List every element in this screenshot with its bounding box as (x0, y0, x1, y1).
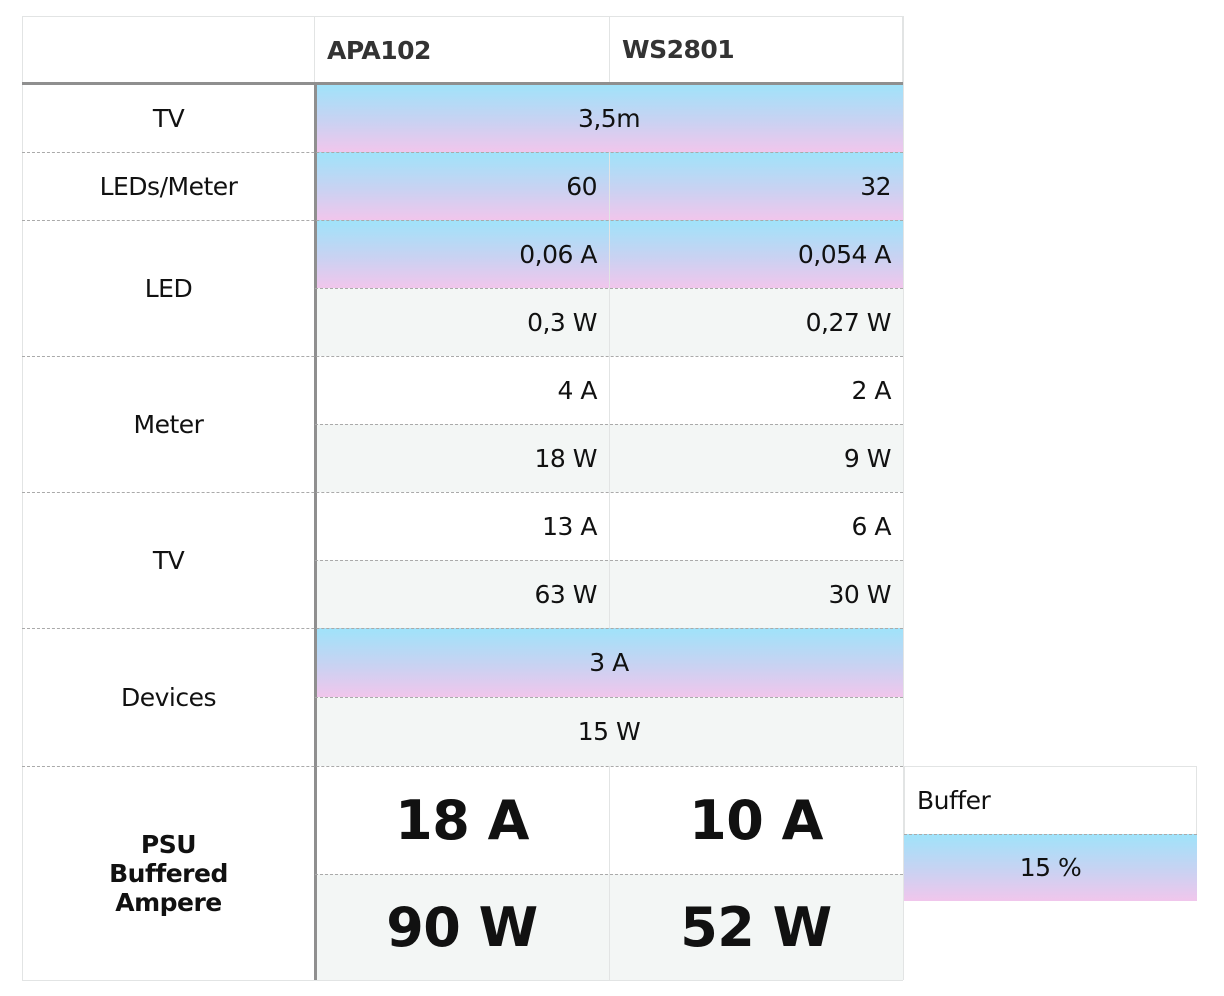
cell-ws2801-leds-per-meter[interactable]: 32 (609, 152, 903, 220)
header-corner (22, 16, 315, 83)
cell-ws2801-psu-w[interactable]: 52 W (609, 874, 903, 980)
row-divider (22, 356, 903, 357)
row-divider (22, 220, 903, 221)
cell-ws2801-tv-w[interactable]: 30 W (609, 560, 903, 628)
cell-apa102-psu-a[interactable]: 18 A (315, 766, 609, 874)
cell-ws2801-tv-a[interactable]: 6 A (609, 492, 903, 560)
row-divider (315, 424, 903, 425)
cell-ws2801-led-a[interactable]: 0,054 A (609, 220, 903, 288)
cell-apa102-tv-w[interactable]: 63 W (315, 560, 609, 628)
cell-apa102-psu-w[interactable]: 90 W (315, 874, 609, 980)
cell-devices-w[interactable]: 15 W (315, 697, 903, 766)
cell-apa102-led-a[interactable]: 0,06 A (315, 220, 609, 288)
label-divider (314, 82, 317, 980)
row-label-psu: PSU Buffered Ampere (109, 829, 228, 917)
row-divider (22, 628, 903, 629)
border-right (903, 16, 904, 980)
row-divider (22, 766, 903, 767)
cell-tv-length[interactable]: 3,5m (315, 84, 903, 152)
cell-ws2801-led-w[interactable]: 0,27 W (609, 288, 903, 356)
cell-ws2801-meter-w[interactable]: 9 W (609, 424, 903, 492)
header-ws2801[interactable]: WS2801 (609, 16, 903, 83)
column-divider (609, 152, 610, 628)
cell-ws2801-meter-a[interactable]: 2 A (609, 356, 903, 424)
row-divider (315, 560, 903, 561)
header-apa102[interactable]: APA102 (315, 16, 609, 83)
cell-apa102-meter-w[interactable]: 18 W (315, 424, 609, 492)
row-label-led: LED (144, 273, 193, 303)
header-divider (22, 82, 903, 85)
row-divider (315, 874, 903, 875)
row-divider (315, 288, 903, 289)
cell-apa102-led-w[interactable]: 0,3 W (315, 288, 609, 356)
row-label-tv: TV (152, 545, 185, 575)
row-divider (22, 492, 903, 493)
border-bottom (22, 980, 903, 981)
buffer-label: Buffer (904, 766, 1197, 834)
row-divider (904, 834, 1197, 835)
cell-ws2801-psu-a[interactable]: 10 A (609, 766, 903, 874)
cell-apa102-leds-per-meter[interactable]: 60 (315, 152, 609, 220)
column-divider-psu (609, 766, 610, 980)
row-label-tv-length: TV (152, 103, 185, 133)
cell-apa102-meter-a[interactable]: 4 A (315, 356, 609, 424)
row-label-devices: Devices (120, 682, 217, 712)
row-label-leds-per-meter: LEDs/Meter (99, 171, 238, 201)
border-left (22, 16, 23, 980)
buffer-value[interactable]: 15 % (904, 834, 1197, 901)
cell-devices-a[interactable]: 3 A (315, 628, 903, 697)
row-label-meter: Meter (133, 409, 204, 439)
row-divider (315, 697, 903, 698)
row-divider (22, 152, 903, 153)
cell-apa102-tv-a[interactable]: 13 A (315, 492, 609, 560)
